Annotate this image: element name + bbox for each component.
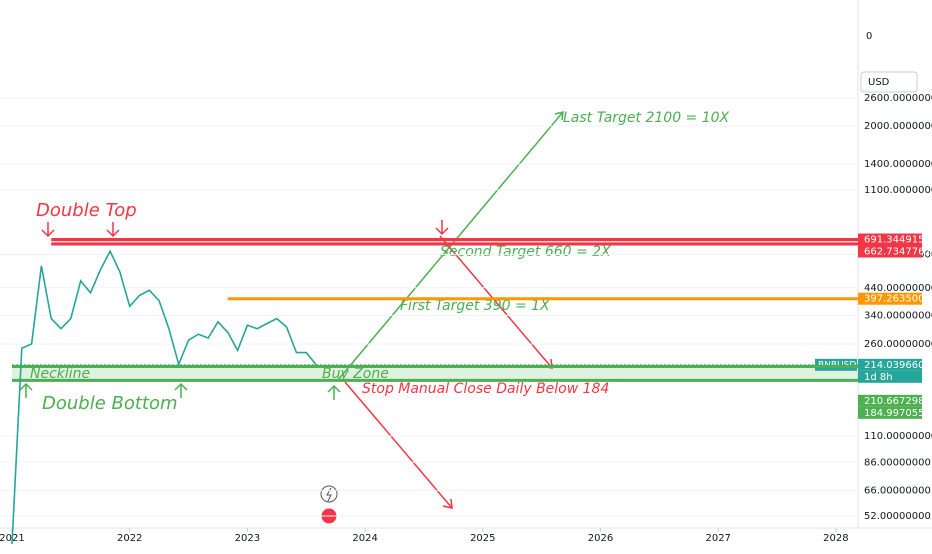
annotation: Buy Zone <box>322 366 389 382</box>
y-tick-label: 2000.00000000 <box>864 121 932 132</box>
annotation: Double Bottom <box>42 393 178 414</box>
y-tick-label: 1400.00000000 <box>864 159 932 170</box>
price-label: 214.03966046 <box>864 360 932 371</box>
annotation: Double Top <box>36 200 137 221</box>
price-label-box <box>858 245 922 258</box>
event-icon[interactable] <box>320 485 338 503</box>
price-label-box <box>858 292 922 305</box>
annotation: Stop Manual Close Daily Below 184 <box>362 381 609 397</box>
buy-zone <box>12 364 858 381</box>
price-label: 397.26350000 <box>864 294 932 305</box>
y-tick-label: 440.00000000 <box>864 283 932 294</box>
arrow <box>344 381 453 509</box>
price-label: 184.99705550 <box>864 408 932 419</box>
y-tick-label: 86.00000000 <box>864 457 931 468</box>
currency-box[interactable] <box>860 71 918 93</box>
y-tick-label: 52.00000000 <box>864 511 931 522</box>
x-tick-label: 2022 <box>117 533 142 544</box>
event-icon <box>326 487 332 502</box>
price-label: 691.34491589 <box>864 235 932 246</box>
y-tick-label: 66.00000000 <box>864 486 931 497</box>
top-label: 0 <box>866 31 872 42</box>
annotation: First Target 390 = 1X <box>400 298 550 314</box>
x-tick-label: 2023 <box>235 533 260 544</box>
currency: USD <box>868 77 890 88</box>
price-label-box <box>858 358 922 371</box>
x-tick-label: 2027 <box>705 533 730 544</box>
price-label: 662.73477622 <box>864 247 932 258</box>
top-zone <box>51 239 858 245</box>
arrow <box>337 111 564 381</box>
y-tick-label: 260.00000000 <box>864 339 932 350</box>
countdown: 1d 8h <box>864 372 893 383</box>
arrow <box>19 382 341 400</box>
drawings <box>19 111 564 509</box>
price-label: 210.66729875 <box>864 396 932 407</box>
countdown-box <box>858 370 922 383</box>
annotation: Last Target 2100 = 10X <box>563 110 730 126</box>
x-tick-label: 2026 <box>588 533 613 544</box>
y-tick-label: 340.00000000 <box>864 310 932 321</box>
annotation: Second Target 660 = 2X <box>440 244 611 260</box>
x-tick-label: 2025 <box>470 533 495 544</box>
y-tick-label: 110.00000000 <box>864 431 932 442</box>
annotation: Neckline <box>30 366 90 382</box>
y-tick-label: 1100.00000000 <box>864 185 932 196</box>
price-label-box <box>858 394 922 407</box>
x-tick-label: 2024 <box>352 533 377 544</box>
axes: 2600.00000000 2000.00000000 1400.00000000 1… <box>0 93 932 544</box>
arrow <box>41 220 449 238</box>
y-tick-label: 2600.00000000 <box>864 93 932 104</box>
price-label-box <box>858 233 922 246</box>
price-label-box <box>858 406 922 419</box>
x-tick-label: 2028 <box>823 533 848 544</box>
price-line <box>11 249 317 545</box>
